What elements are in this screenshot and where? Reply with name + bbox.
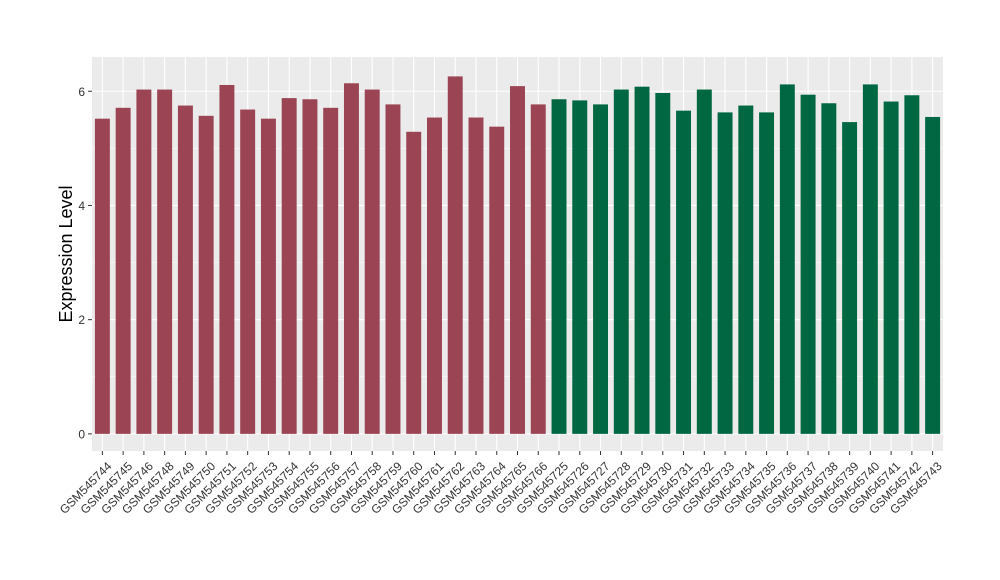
bar-GSM545748	[157, 89, 173, 434]
bar-GSM545746	[136, 89, 152, 434]
bar-GSM545753	[260, 118, 276, 434]
bar-GSM545729	[634, 86, 650, 434]
bar-GSM545752	[240, 109, 256, 434]
bar-GSM545737	[800, 94, 816, 434]
bar-GSM545755	[302, 99, 318, 434]
bar-GSM545744	[94, 118, 110, 434]
bar-GSM545765	[510, 86, 525, 434]
bar-GSM545762	[447, 76, 463, 434]
y-axis-ticks: 0 2 4 6	[78, 85, 92, 441]
bar-GSM545741	[883, 101, 899, 434]
bar-GSM545760	[406, 131, 422, 434]
bar-GSM545732	[696, 89, 712, 434]
bar-GSM545745	[115, 107, 131, 434]
bar-GSM545727	[593, 104, 608, 434]
bar-GSM545743	[925, 116, 941, 434]
bar-GSM545725	[551, 99, 567, 434]
bar-GSM545763	[468, 117, 484, 434]
bar-GSM545749	[177, 105, 193, 434]
bar-GSM545740	[862, 84, 878, 434]
bar-GSM545736	[779, 84, 795, 434]
bar-GSM545756	[323, 107, 339, 434]
bar-GSM545738	[821, 103, 837, 434]
bar-GSM545742	[904, 95, 920, 434]
bars	[94, 76, 941, 434]
bar-GSM545730	[655, 92, 671, 434]
bar-GSM545759	[385, 104, 401, 434]
bar-GSM545758	[364, 89, 380, 434]
bar-GSM545726	[572, 100, 588, 434]
y-tick-label: 6	[78, 85, 85, 99]
y-axis-title: Expression Level	[56, 185, 76, 322]
bar-GSM545735	[759, 112, 775, 434]
bar-GSM545728	[613, 89, 629, 434]
y-tick-label: 4	[78, 199, 85, 213]
bar-GSM545733	[717, 112, 733, 434]
x-axis-ticks: GSM545744GSM545745GSM545746GSM545748GSM5…	[57, 451, 945, 517]
bar-GSM545754	[281, 98, 297, 434]
bar-GSM545761	[427, 117, 442, 434]
y-tick-label: 2	[78, 313, 85, 327]
bar-GSM545766	[530, 104, 546, 434]
bar-GSM545739	[842, 122, 858, 434]
bar-GSM545764	[489, 126, 505, 434]
bar-GSM545757	[343, 83, 359, 434]
bar-GSM545731	[676, 110, 692, 434]
y-tick-label: 0	[78, 427, 85, 441]
bar-GSM545734	[738, 105, 754, 434]
bar-GSM545750	[198, 115, 214, 434]
bar-GSM545751	[219, 84, 235, 434]
